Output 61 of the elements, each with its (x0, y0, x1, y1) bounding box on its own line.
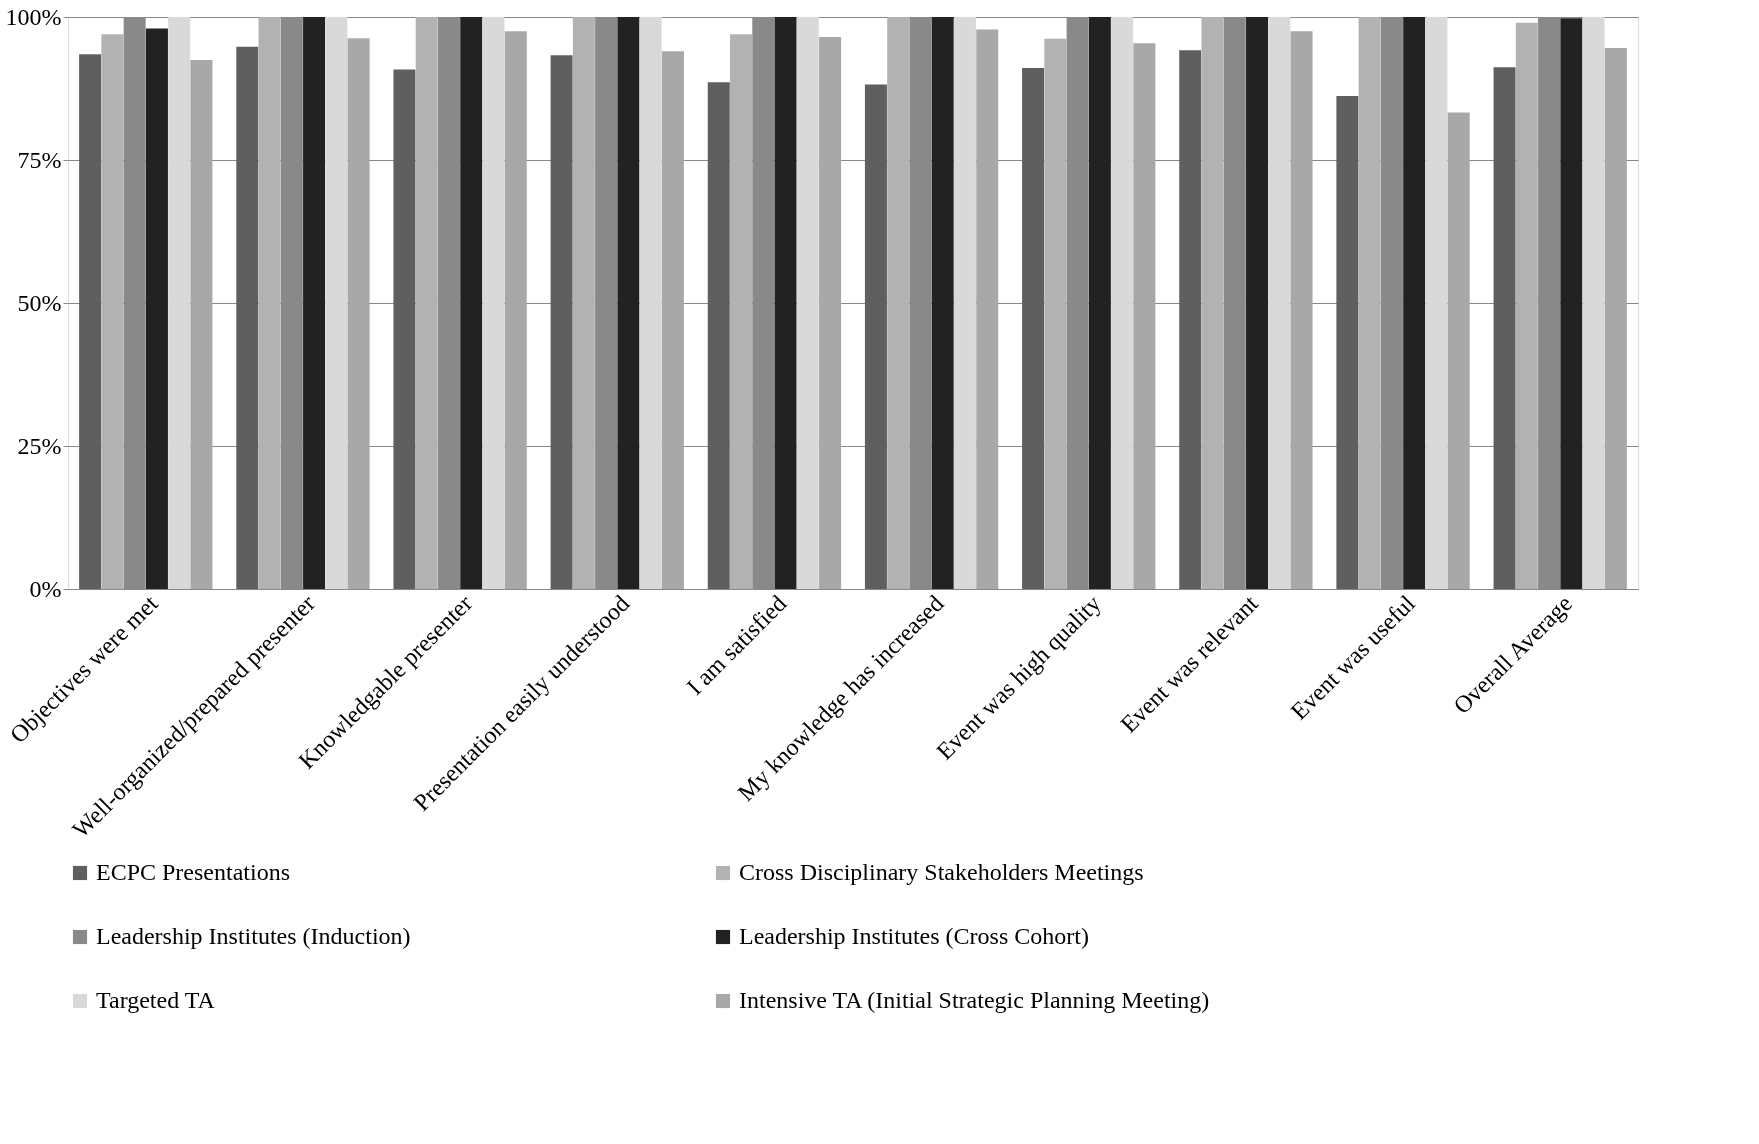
bar (639, 17, 662, 589)
bar (482, 17, 505, 589)
bar (1515, 22, 1538, 589)
bar (730, 34, 753, 589)
legend-label: Leadership Institutes (Cross Cohort) (739, 923, 1089, 949)
bar (1133, 43, 1156, 589)
bar (190, 59, 213, 589)
bar (1268, 17, 1291, 589)
bar (1201, 17, 1224, 589)
legend-label: Leadership Institutes (Induction) (96, 923, 411, 949)
bar (819, 37, 842, 589)
bar (1022, 67, 1045, 589)
bar (1582, 17, 1605, 589)
bar (796, 17, 819, 589)
bar (1088, 17, 1111, 589)
bar (572, 17, 595, 589)
bar (617, 17, 640, 589)
bar (774, 17, 797, 589)
bar (347, 38, 370, 589)
legend-label: Intensive TA (Initial Strategic Planning Meeting) (739, 987, 1210, 1013)
bar (393, 69, 416, 589)
bar (415, 17, 438, 589)
bar (550, 55, 573, 589)
bar (887, 17, 910, 589)
bar (931, 17, 954, 589)
bar (1425, 17, 1448, 589)
bar (661, 51, 684, 589)
bar (953, 17, 976, 589)
y-tick-label: 0% (29, 575, 62, 602)
y-tick-label: 100% (5, 3, 62, 30)
bar (1493, 67, 1516, 589)
bar (504, 31, 527, 589)
bar (460, 17, 483, 589)
bar (1604, 47, 1627, 589)
bar (145, 28, 168, 589)
bar (976, 29, 999, 589)
bar (1358, 17, 1381, 589)
bar (1336, 95, 1359, 589)
legend-label: Cross Disciplinary Stakeholders Meetings (739, 859, 1144, 885)
y-tick-label: 75% (17, 146, 62, 173)
bar (1560, 18, 1583, 589)
bar (303, 17, 326, 589)
y-tick-label: 25% (17, 432, 62, 459)
bar (258, 17, 281, 589)
bar (168, 17, 191, 589)
bar (1111, 17, 1134, 589)
bar (1447, 112, 1470, 589)
y-tick-label: 50% (17, 289, 62, 316)
bar (707, 82, 730, 589)
bar (1044, 38, 1067, 589)
legend-label: ECPC Presentations (96, 859, 291, 885)
bar (1403, 17, 1426, 589)
bar (236, 46, 259, 589)
bar (864, 84, 887, 589)
bar (325, 17, 348, 589)
bar (1290, 31, 1313, 589)
bar (1246, 17, 1269, 589)
bar (101, 34, 124, 589)
legend-label: Targeted TA (96, 987, 216, 1013)
bar (1179, 50, 1202, 589)
bar (79, 54, 102, 589)
